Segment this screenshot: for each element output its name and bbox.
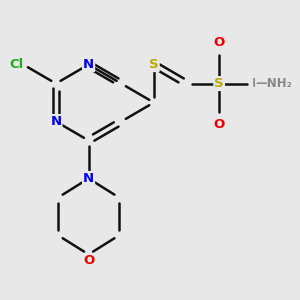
Text: —NH₂: —NH₂: [256, 77, 292, 90]
Text: O: O: [83, 254, 94, 267]
Text: N: N: [50, 115, 62, 128]
Text: S: S: [149, 58, 159, 71]
Text: O: O: [214, 118, 225, 131]
Text: Cl: Cl: [9, 58, 23, 71]
Text: N: N: [83, 172, 94, 185]
Text: NH2: NH2: [252, 77, 283, 90]
Text: S: S: [214, 77, 224, 90]
Text: O: O: [214, 36, 225, 50]
Text: N: N: [83, 58, 94, 71]
